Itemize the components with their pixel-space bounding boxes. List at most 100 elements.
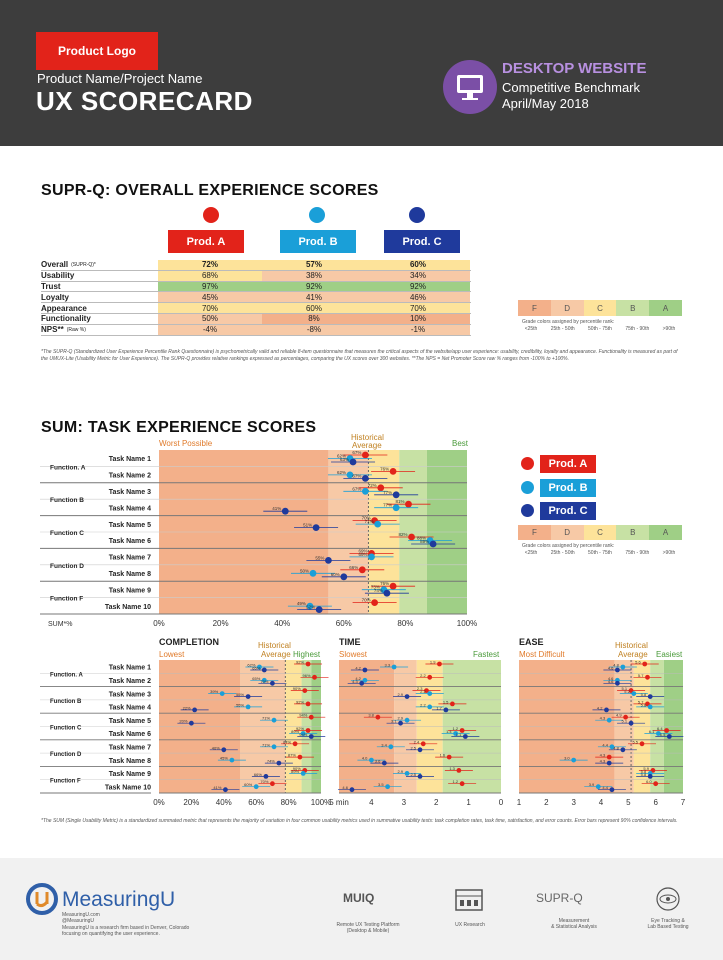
legend-a-dot [521, 457, 534, 470]
data-point [305, 728, 311, 733]
data-label: 2.5 [410, 772, 416, 777]
data-label: 4.4 [602, 742, 608, 747]
data-label: 3.0 [564, 756, 570, 761]
data-label: 4.3 [600, 716, 606, 721]
data-point [383, 589, 391, 597]
sum-avg-label: Average [352, 441, 382, 450]
prod-c-label: Prod. C [384, 230, 460, 253]
data-label: 84% [283, 739, 291, 744]
footer-item-3: Measurement & Statistical Analysis [534, 918, 614, 930]
suprq-footnote: *The SUPR-Q (Standardized User Experienc… [41, 349, 678, 362]
data-label: 4.3 [600, 753, 606, 758]
data-point [620, 664, 626, 670]
data-label: 70% [362, 516, 371, 521]
completion-lowest: Lowest [159, 650, 185, 659]
x-tick: 3 [402, 798, 407, 807]
function-label: Function B [50, 699, 82, 705]
data-point [631, 691, 637, 696]
suprq-logo: SUPR-Q [536, 891, 583, 905]
suprq-cell: 60% [262, 303, 366, 313]
data-point [606, 760, 612, 766]
data-label: 6.5 [660, 732, 666, 737]
task-label: Task Name 9 [109, 587, 151, 594]
grade-d: D [550, 525, 584, 540]
time-slowest: Slowest [339, 650, 368, 659]
data-label: 5.9 [643, 766, 649, 771]
x-tick: 0 [499, 798, 504, 807]
data-point [462, 734, 468, 739]
data-label: 41% [213, 785, 221, 790]
time-fastest: Fastest [473, 650, 500, 659]
data-label: 89% [291, 729, 299, 734]
data-point [302, 688, 308, 693]
data-label: 67% [352, 473, 361, 478]
data-point [385, 784, 390, 790]
sum-best-label: Best [452, 439, 469, 448]
data-label: 3.4 [381, 742, 387, 747]
x-tick: 2 [434, 798, 439, 807]
data-point [261, 677, 267, 683]
eye-tracking-icon [654, 886, 682, 917]
data-label: 96% [303, 673, 311, 678]
suprq-cell: 97% [158, 281, 262, 292]
suprq-cell: 10% [366, 313, 470, 324]
grade-f: F [518, 525, 551, 540]
data-point [270, 781, 275, 787]
data-point [404, 717, 410, 723]
suprq-row-name: Overall [41, 260, 69, 270]
suprq-cell: -4% [158, 324, 262, 335]
legend-b-label: Prod. B [540, 479, 596, 497]
task-label: Task Name 7 [109, 555, 151, 562]
function-label: Function D [50, 752, 82, 758]
data-point [340, 573, 348, 581]
completion-title: COMPLETION [159, 637, 219, 647]
task-label: Task Name 8 [109, 571, 151, 578]
footer-item-4: Eye Tracking & Lab Based Testing [628, 918, 708, 930]
data-label: 1.4 [446, 729, 452, 734]
data-label: 88% [417, 536, 426, 541]
data-point [349, 458, 357, 466]
suprq-row-name: Loyalty [41, 292, 70, 302]
brand-name: MeasuringU [62, 888, 176, 911]
x-tick: 3 [571, 798, 576, 807]
data-label: 1.9 [430, 660, 436, 665]
task-label: Task Name 6 [109, 538, 151, 545]
ease-avg: Average [618, 650, 648, 659]
data-point [615, 667, 620, 673]
data-point [653, 781, 659, 787]
suprq-title: SUPR-Q: OVERALL EXPERIENCE SCORES [41, 182, 379, 199]
data-point [417, 774, 423, 779]
suprq-cell: 92% [262, 281, 366, 292]
grade-caption-1: Grade colors assigned by percentile rank… [522, 319, 615, 325]
footer-item-text: Eye Tracking & [651, 918, 685, 924]
grade-range: 75th - 90th [625, 326, 650, 332]
data-point [620, 747, 626, 753]
data-label: 62% [337, 454, 346, 459]
data-label: 70% [260, 679, 268, 684]
data-label: 2.5 [410, 745, 416, 750]
data-point [229, 757, 235, 763]
data-point [223, 787, 228, 793]
suprq-cell: 38% [262, 270, 366, 281]
data-point [398, 720, 403, 726]
grade-range: 25th - 50th [550, 326, 575, 332]
data-point [389, 582, 397, 590]
data-label: 1.2 [453, 726, 459, 731]
data-point [281, 507, 289, 515]
data-point [374, 520, 382, 528]
data-point [368, 553, 375, 561]
suprq-cell: 50% [158, 313, 262, 324]
data-label: 65% [252, 666, 260, 671]
grade-range: 25th - 50th [550, 550, 575, 556]
data-label: 71% [365, 519, 374, 524]
data-point [359, 680, 365, 686]
footer-item-text: Remote UX Testing Platform [336, 922, 400, 928]
completion-avg: Average [261, 650, 291, 659]
data-point [623, 714, 628, 720]
data-label: 20% [179, 719, 187, 724]
suprq-row-label: Functionality [41, 314, 158, 324]
suprq-cell: 45% [158, 292, 262, 303]
data-point [305, 701, 311, 707]
data-point [389, 468, 397, 475]
data-point [571, 757, 577, 763]
